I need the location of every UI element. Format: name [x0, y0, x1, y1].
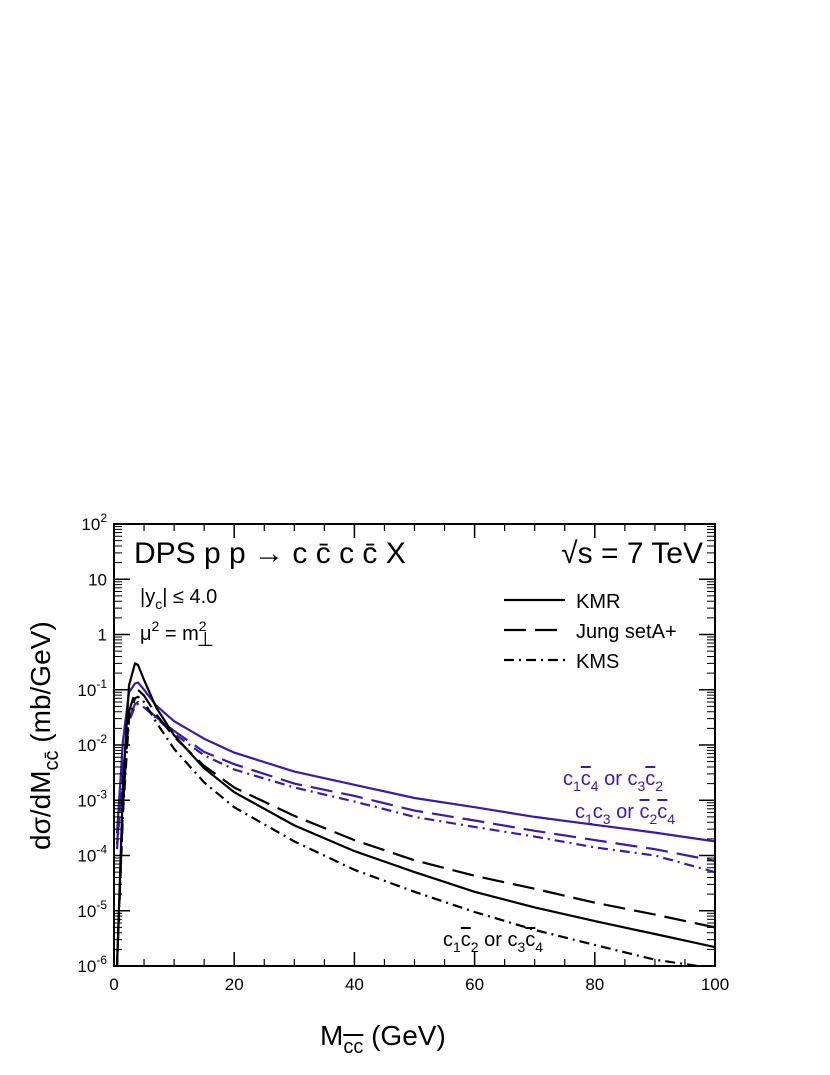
annotation-black-1: c1c2 or c3c4 [443, 929, 543, 955]
y-tick-label: 1 [98, 626, 107, 645]
y-tick-label: 102 [81, 511, 107, 534]
cut-rapidity: |yc| ≤ 4.0 [140, 586, 217, 612]
legend-label-1: KMR [576, 591, 620, 613]
legend: KMR Jung setA+ KMS [504, 591, 677, 673]
x-tick-label: 80 [585, 975, 604, 994]
legend-label-2: Jung setA+ [576, 621, 677, 643]
y-tick-label: 10-2 [77, 732, 107, 755]
chart-title: DPS p p → c c̄ c c̄ X [134, 537, 406, 570]
x-tick-label: 60 [465, 975, 484, 994]
x-tick-label: 20 [225, 975, 244, 994]
y-tick-label: 10-4 [77, 843, 107, 866]
series-line-5 [115, 688, 715, 966]
x-tick-label: 100 [701, 975, 729, 994]
series-line-1 [115, 681, 715, 843]
series-layer [115, 662, 715, 966]
energy-label: √s = 7 TeV [561, 537, 703, 570]
series-line-2 [115, 700, 715, 862]
ticks-layer: 0 20 40 60 80 100 10-6 10-5 10-4 10-3 10-2 10-1 1 10 1… [77, 511, 729, 994]
annotation-purple-2: c1c3 or c2c4 [575, 801, 675, 827]
y-tick-label: 10 [88, 570, 107, 589]
annotation-purple-1: c1c4 or c3c2 [563, 768, 663, 794]
y-tick-label: 10-5 [77, 898, 107, 921]
series-line-3 [115, 702, 715, 874]
y-tick-label: 10-3 [77, 787, 107, 810]
y-tick-label: 10-1 [77, 677, 107, 700]
series-line-4 [115, 662, 715, 966]
y-axis-label: dσ/dMcc̄ (mb/GeV) [25, 621, 63, 850]
cut-scale: μ2 = m2 ⊥ [140, 618, 214, 651]
x-axis-label: Mcc (GeV) [320, 1020, 446, 1058]
y-tick-label: 10-6 [77, 953, 107, 976]
legend-label-3: KMS [576, 651, 619, 673]
x-tick-label: 0 [109, 975, 118, 994]
series-line-6 [115, 695, 706, 966]
x-tick-label: 40 [345, 975, 364, 994]
